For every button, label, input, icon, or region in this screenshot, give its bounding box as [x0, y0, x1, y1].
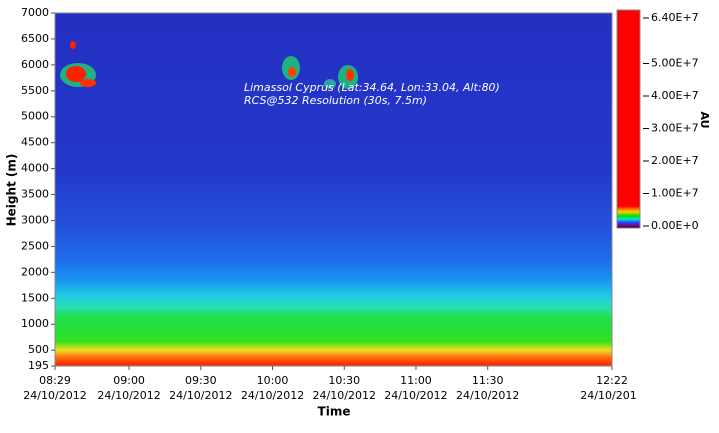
x-tick-label: 10:00 24/10/2012	[240, 374, 305, 402]
x-tick-label: 11:30 24/10/2012	[455, 374, 520, 402]
colorbar-tick-label: 1.00E+7	[651, 187, 699, 200]
y-tick-label: 2500	[21, 239, 49, 252]
x-tick-label: 09:30 24/10/2012	[169, 374, 233, 402]
colorbar-tick-label: 2.00E+7	[651, 154, 699, 167]
y-tick-label: 4500	[21, 136, 49, 149]
aerosol-plumes	[60, 41, 358, 89]
colorbar-tick-label: 0.00E+0	[651, 219, 699, 232]
y-tick-label: 1000	[21, 317, 49, 330]
y-tick-label: 500	[28, 343, 49, 356]
y-tick-label: 3000	[21, 213, 49, 226]
plot-frame	[54, 12, 613, 367]
y-tick-label: 2000	[21, 265, 49, 278]
x-tick-label: 12:22 24/10/2012	[580, 374, 637, 402]
x-tick-area: 08:29 24/10/2012 09:00 24/10/2012 09:30 24…	[23, 374, 637, 402]
y-tick-label: 5500	[21, 84, 49, 97]
colorbar-tick-label: 4.00E+7	[651, 89, 699, 102]
x-tick-label: 11:00 24/10/2012	[384, 374, 448, 402]
y-tick-label: 5000	[21, 110, 49, 123]
y-axis-title: Height (m)	[5, 154, 19, 227]
y-tick-label: 1500	[21, 291, 49, 304]
y-tick-label: 195	[28, 359, 49, 372]
y-tick-label: 6500	[21, 32, 49, 45]
x-tick-label: 08:29 24/10/2012	[23, 374, 87, 402]
colorbar-tick-label: 5.00E+7	[651, 57, 699, 70]
colorbar	[616, 9, 641, 229]
colorbar-title: AU	[698, 111, 711, 128]
annotation: Limassol Cyprus (Lat:34.64, Lon:33.04, A…	[244, 81, 500, 94]
y-tick-label: 4000	[21, 162, 49, 175]
x-axis-title: Time	[318, 405, 351, 419]
annotation: RCS@532 Resolution (30s, 7.5m)	[244, 94, 427, 107]
heatmap-image	[55, 13, 612, 366]
y-tick-label: 7000	[21, 6, 49, 19]
colorbar-tick-label: 6.40E+7	[651, 11, 699, 24]
y-tick-label: 3500	[21, 188, 49, 201]
colorbar-tick-label: 3.00E+7	[651, 122, 699, 135]
x-tick-label: 10:30 24/10/2012	[312, 374, 376, 402]
x-tick-label: 09:00 24/10/2012	[97, 374, 161, 402]
y-tick-label: 6000	[21, 58, 49, 71]
